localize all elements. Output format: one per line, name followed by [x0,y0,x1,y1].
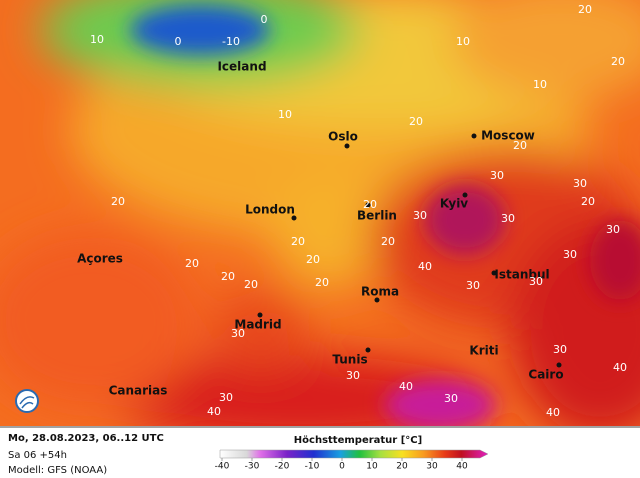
city-dot [374,297,380,303]
isotherm-label: 30 [573,177,587,190]
places: Iceland Oslo Moscow London Berlin Kyiv Açores I… [77,60,564,398]
isotherm-label: 10 [456,35,470,48]
place-label: Moscow [481,129,535,143]
isotherm-label: 20 [611,55,625,68]
place-label: Berlin [357,209,397,223]
place-label: Roma [361,285,399,299]
isotherm-label: 10 [278,108,292,121]
place-label: Canarias [109,384,168,398]
place-label: Açores [77,252,123,266]
model-text: Modell: GFS (NOAA) [8,465,107,476]
isotherm-label: 40 [546,406,560,419]
isotherm-label: 10 [533,78,547,91]
isotherm-label: 30 [501,212,515,225]
isotherm-label: 20 [363,198,377,211]
isotherm-label: 30 [529,275,543,288]
city-dot [344,143,350,149]
logo [15,389,39,413]
place-label: Tunis [332,353,367,367]
place-label: Oslo [328,130,358,144]
place-label: Kriti [469,344,498,358]
color-bar-tick-label: 20 [396,462,408,472]
city-dot [257,312,263,318]
isotherm-label: 20 [244,278,258,291]
isotherm-label: 30 [413,209,427,222]
isotherm-label: 20 [315,276,329,289]
isotherm-label: 20 [291,235,305,248]
isotherm-label: 10 [90,33,104,46]
isotherm-label: 30 [219,391,233,404]
isotherm-label: 30 [553,343,567,356]
legend-title: Höchsttemperatur [°C] [294,435,422,446]
isotherm-label: 40 [613,361,627,374]
color-bar-tick-label: 10 [366,462,378,472]
city-dot [365,202,371,208]
isotherm-label: 40 [418,260,432,273]
city-dot [291,215,297,221]
isotherm-label: 30 [606,223,620,236]
isotherm-label: 40 [207,405,221,418]
isotherm-label: 20 [111,195,125,208]
color-bar-tick-label: -20 [275,462,290,472]
logo-mark [19,396,35,409]
city-dot [556,362,562,368]
city-dot [471,133,477,139]
color-bar-ticks: -40 -30 -20 -10 0 10 20 30 40 [215,458,468,472]
isotherm-label: 0 [175,35,182,48]
color-bar-tick-label: 40 [456,462,468,472]
isotherm-label: 30 [231,327,245,340]
color-bar [219,449,489,459]
isotherm-label: 20 [381,235,395,248]
place-label: Kyiv [440,197,468,211]
place-label: London [245,203,295,217]
run-text: Sa 06 +54h [8,450,67,461]
color-bar-tick-label: -30 [245,462,260,472]
temperature-field [0,0,640,426]
isotherm-label: 20 [185,257,199,270]
isotherm-label: 20 [306,253,320,266]
place-label: Cairo [528,368,563,382]
isotherm-label: 30 [490,169,504,182]
isotherm-label: 20 [409,115,423,128]
isotherm-label: 20 [581,195,595,208]
isotherm-label: 20 [513,139,527,152]
city-dot [365,347,371,353]
date-text: Mo, 28.08.2023, 06..12 UTC [8,433,164,444]
isotherm-label: 30 [466,279,480,292]
isotherm-label: -10 [222,35,240,48]
isotherm-label: 20 [578,3,592,16]
city-dot [491,270,497,276]
color-bar-tick-label: 0 [339,462,345,472]
isotherm-label: 0 [261,13,268,26]
city-dot [462,192,468,198]
isotherm-label: 30 [346,369,360,382]
color-bar-tick-label: 30 [426,462,438,472]
place-label: Istanbul [494,268,549,282]
isotherm-label: 30 [444,392,458,405]
place-label: Madrid [234,318,281,332]
color-bar-tick-label: -40 [215,462,230,472]
isotherm-label: 30 [563,248,577,261]
isotherm-label: 40 [399,380,413,393]
place-label: Iceland [217,60,266,74]
color-bar-tick-label: -10 [305,462,320,472]
isotherm-label: 20 [221,270,235,283]
